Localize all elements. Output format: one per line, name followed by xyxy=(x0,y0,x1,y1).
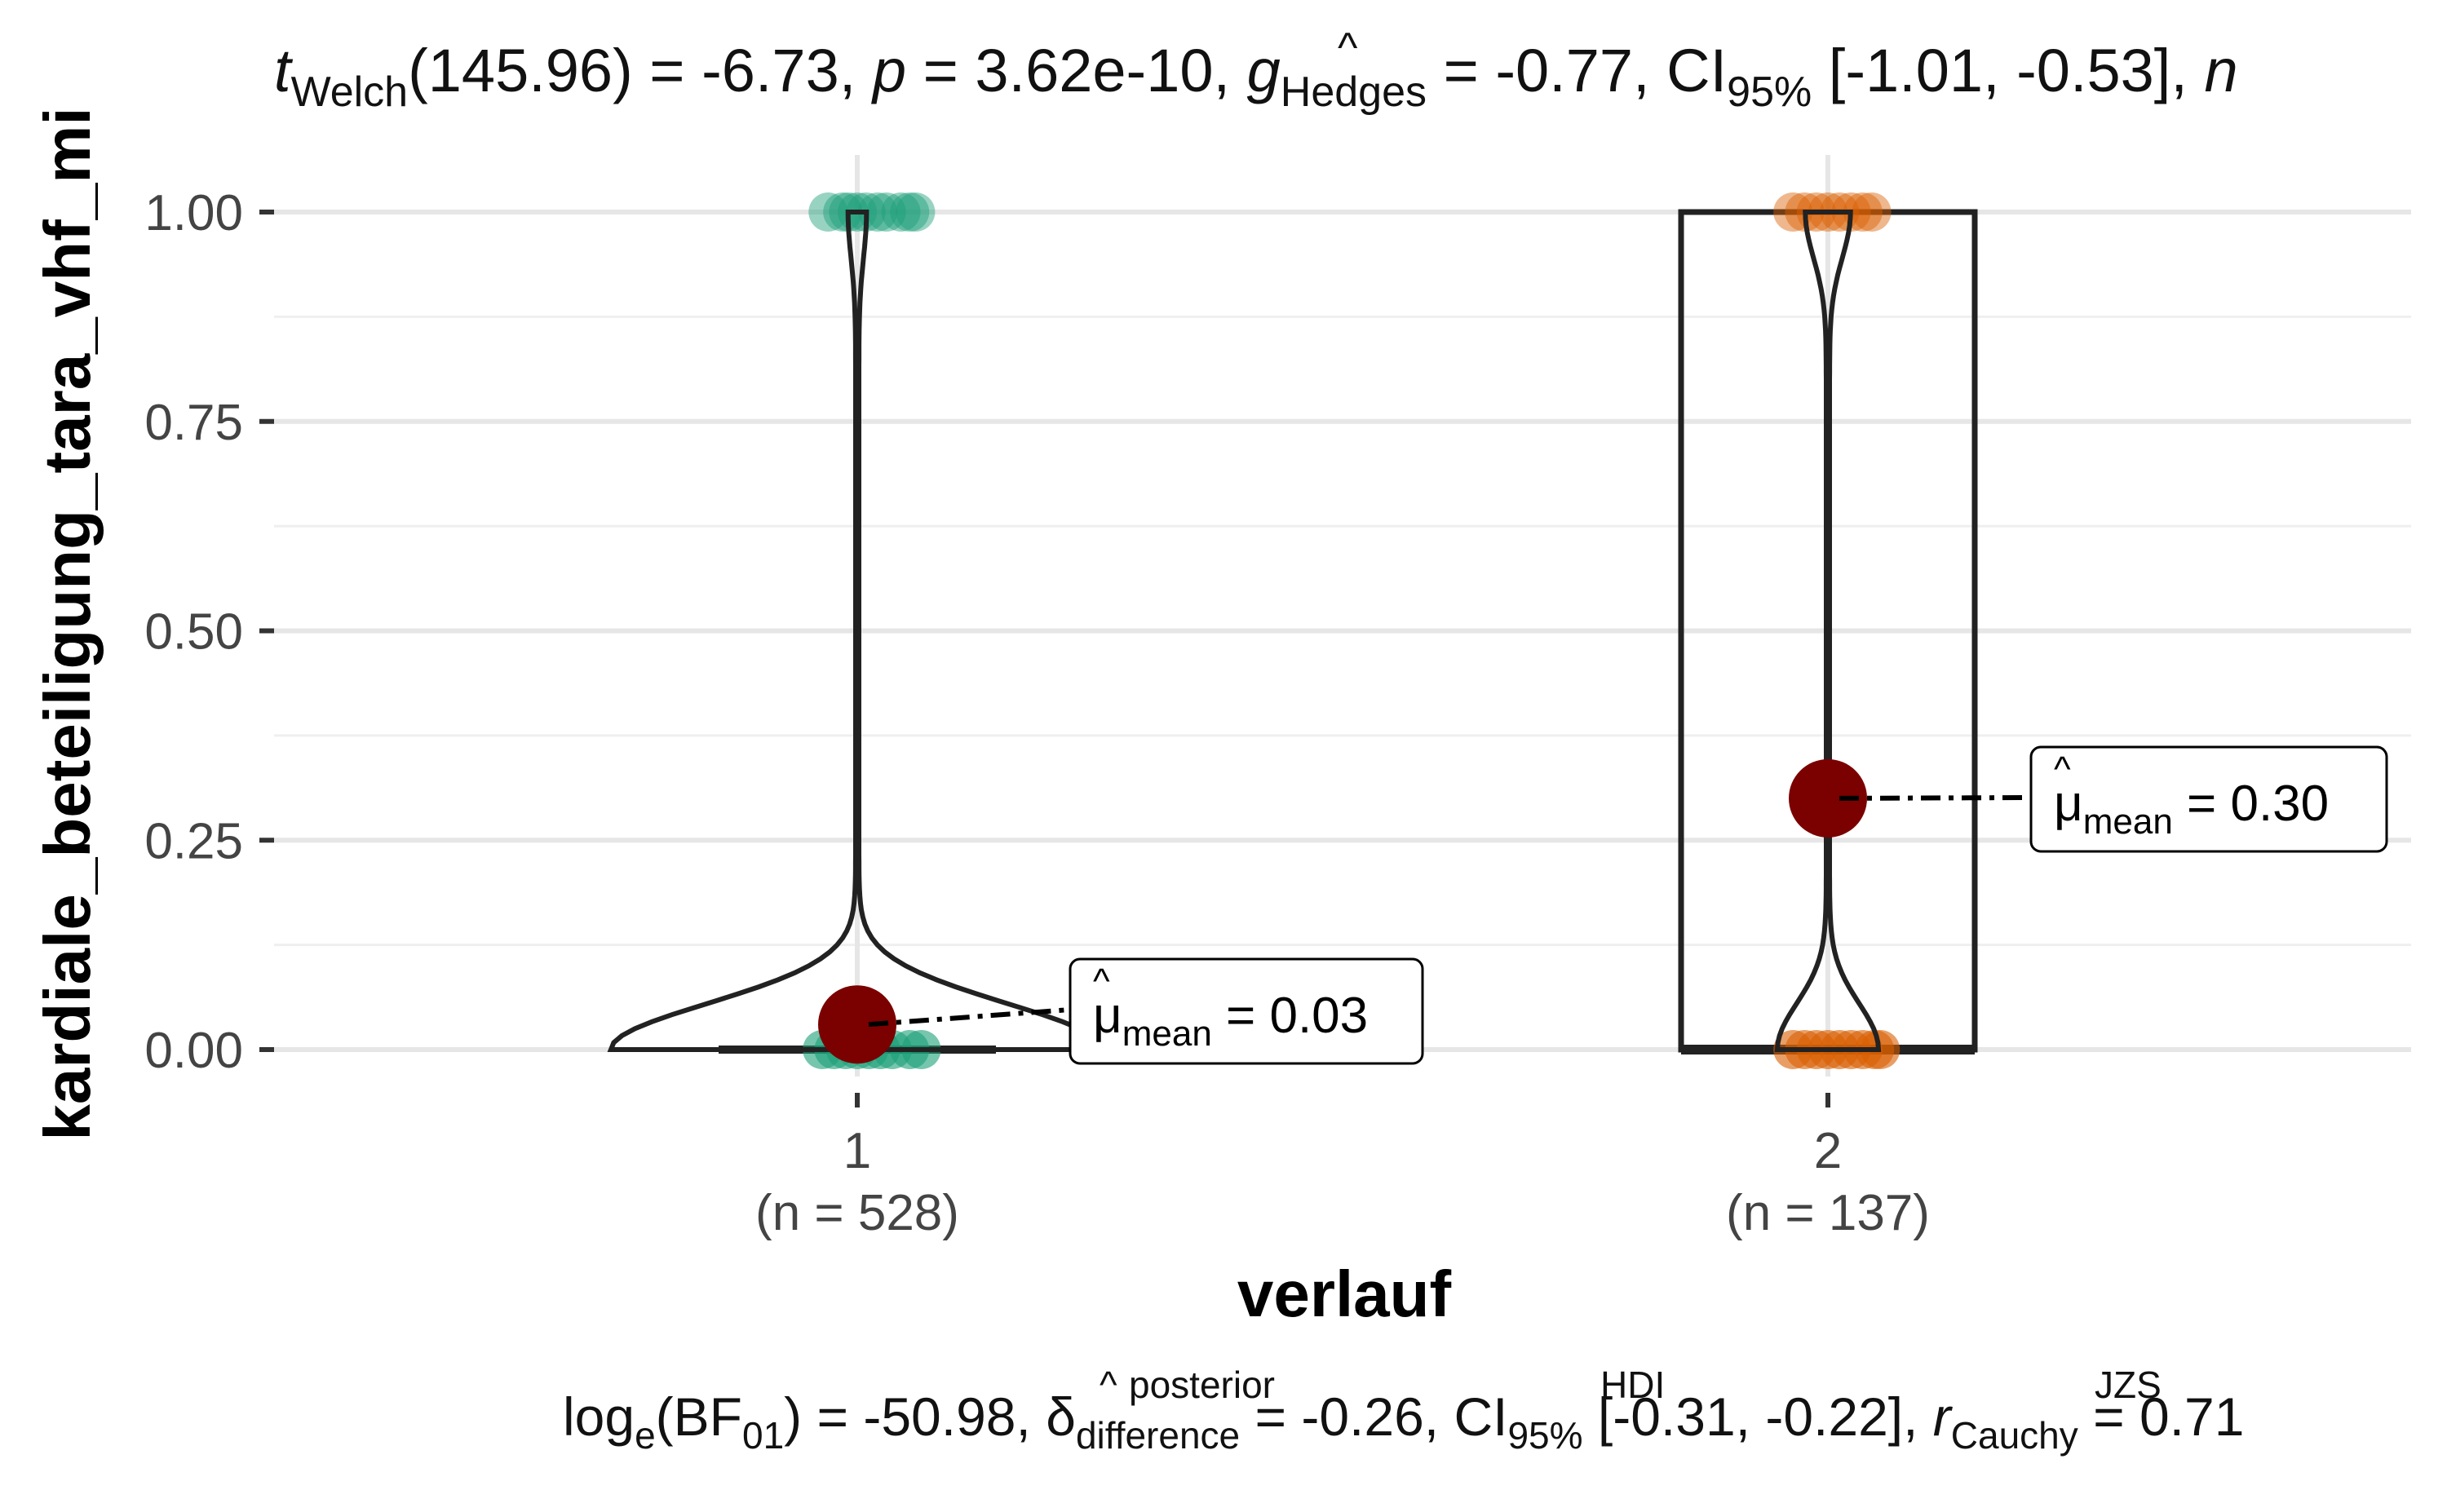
point-2-top-6 xyxy=(1843,192,1883,232)
chart-title: tWelch(145.96) = -6.73, p = 3.62e-10, gH… xyxy=(274,37,2238,116)
chart-subtitle: loge(BF01) = -50.98, δdifference = -0.26… xyxy=(563,1386,2244,1457)
mean-point-1 xyxy=(818,985,896,1064)
y-tick-label-3: 0.75 xyxy=(144,395,243,451)
x-tick-label-0: 1 xyxy=(843,1123,871,1179)
x-tick-count-0: (n = 528) xyxy=(755,1185,959,1241)
point-2-top-0 xyxy=(1773,192,1813,232)
mean-leader-1 xyxy=(868,1007,1071,1028)
subtitle-ci-superscript: HDI xyxy=(1600,1364,1665,1406)
mean-label-hat-2: ^ xyxy=(2054,749,2071,789)
hedges-hat: ^ xyxy=(1338,24,1358,72)
point-1-top-0 xyxy=(808,192,848,232)
mean-label-box-1 xyxy=(1069,957,1424,1065)
group-1: μmean = 0.03^ xyxy=(607,192,1424,1069)
point-2-top-7 xyxy=(1852,192,1892,232)
y-tick-label-0: 0.00 xyxy=(144,1023,243,1079)
mean-label-2: μmean = 0.30 xyxy=(2054,776,2329,842)
mean-point-2 xyxy=(1789,758,1867,838)
x-axis: 1 (n = 528) 2 (n = 137) xyxy=(755,1093,1930,1241)
subtitle-r-superscript: JZS xyxy=(2095,1364,2162,1406)
y-tick-label-1: 0.25 xyxy=(144,813,243,869)
point-1-top-7 xyxy=(881,192,921,232)
mean-label-box-2 xyxy=(2029,745,2388,853)
y-tick-label-2: 0.50 xyxy=(144,604,243,661)
subtitle-delta-hat: ^ xyxy=(1100,1364,1117,1406)
violin-1 xyxy=(607,210,1108,1052)
grid-lines xyxy=(274,155,2411,1077)
mean-label-1: μmean = 0.03 xyxy=(1093,988,1368,1054)
group-2: μmean = 0.30^ xyxy=(1678,192,2388,1069)
y-axis: 0.00 0.25 0.50 0.75 1.00 xyxy=(144,185,274,1079)
mean-label-hat-1: ^ xyxy=(1093,962,1110,1001)
x-tick-label-1: 2 xyxy=(1814,1123,1842,1179)
x-tick-count-1: (n = 137) xyxy=(1726,1185,1930,1241)
y-tick-label-4: 1.00 xyxy=(144,185,243,241)
subtitle-delta-superscript: posterior xyxy=(1129,1364,1275,1406)
point-1-top-9 xyxy=(896,192,936,232)
point-1-top-8 xyxy=(890,192,930,232)
point-1-top-6 xyxy=(866,192,906,232)
y-axis-label: kardiale_beteiligung_tara_vhf_mi xyxy=(31,107,104,1140)
point-1-top-1 xyxy=(823,192,863,232)
x-axis-label: verlauf xyxy=(1237,1258,1452,1330)
